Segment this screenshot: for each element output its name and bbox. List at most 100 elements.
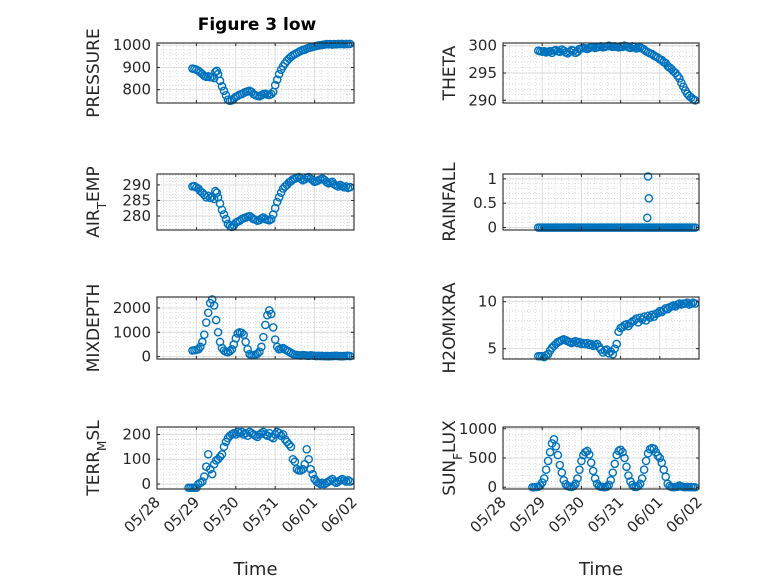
x-tick-label: 05/30 [545,493,588,536]
y-axis-label: H2OMIXRA [440,282,460,373]
data-point [217,449,227,459]
x-tick-label: 06/02 [663,493,706,536]
x-tick-label: 05/28 [121,493,164,536]
data-point [590,474,600,483]
y-tick-label: 290 [468,91,497,109]
data-point [266,89,276,99]
data-point [196,342,205,352]
x-tick-label: 05/31 [239,493,282,536]
axes-frame [156,296,355,360]
data-point [643,172,653,181]
y-tick-label: 0 [487,219,497,237]
y-tick-label: 200 [122,425,151,443]
data-point [306,464,315,474]
data-point [586,339,596,349]
axes-frame [156,173,355,231]
data-point [243,344,252,354]
data-point [641,456,651,466]
y-axis-label: THETA [440,45,460,101]
data-point [675,74,684,83]
data-point [635,479,645,489]
data-point [616,445,625,455]
y-tick-label: 290 [122,176,151,194]
data-point [610,459,620,469]
data-point [255,347,264,357]
panel-theta: 290 295 300 THETA [440,37,700,109]
axes-frame [502,173,700,231]
data-point [227,344,237,354]
data-point [225,346,235,356]
data-point [569,481,578,491]
data-point [219,442,229,452]
y-tick-label: 1 [487,170,497,188]
data-point [545,447,555,457]
axes-frame [502,296,700,360]
data-point [209,301,219,310]
x-tick-label: 05/29 [160,493,203,536]
data-point [642,213,652,223]
y-tick-label: 0.5 [473,194,497,212]
data-point [653,451,663,460]
data-point [199,472,209,481]
x-tick-label: 05/31 [584,493,627,536]
y-tick-label: 0 [141,475,151,493]
data-point [213,327,223,337]
data-point [290,457,300,467]
y-tick-label: 900 [122,58,151,76]
data-point [604,349,614,358]
y-axis-label: RAINFALL [440,162,460,242]
y-axis-label: MIXDEPTH [84,284,104,373]
y-tick-label: 300 [468,37,497,55]
data-point [276,188,286,197]
data-point [221,214,231,224]
data-point [602,482,612,491]
data-point [304,454,313,464]
panel-rainfall: 0 0.5 1 RAINFALL [440,162,700,242]
data-point [586,458,596,467]
x-tick-label: 06/01 [623,493,666,536]
figure-title: Figure 3 low [198,15,317,35]
data-point [559,475,569,485]
data-point [620,453,629,463]
y-tick-label: 0 [141,348,151,366]
y-tick-label: 1000 [113,36,151,54]
data-point [541,465,551,474]
y-tick-label: 1000 [113,323,151,341]
data-point [253,349,262,358]
data-point [241,428,250,438]
data-point [577,456,586,466]
data-point [237,328,247,338]
x-tick-label: 05/28 [467,493,510,536]
data-point [322,177,331,187]
data-point [302,445,312,454]
data-point [212,188,222,197]
data-point [551,442,561,451]
data-point [644,194,654,203]
data-point [296,174,306,183]
data-point [272,75,282,84]
data-point [259,332,268,342]
panel-terr_msl: 0 100 200 TERRMSL 05/2805/2905/3005/3106/010… [84,420,361,580]
data-point [201,193,211,202]
x-axis-label: Time [578,559,623,580]
x-tick-label: 05/30 [199,493,242,536]
data-point [194,344,203,354]
data-point [268,323,278,332]
data-point [207,469,217,479]
data-point [215,452,225,462]
data-point [575,337,584,347]
data-point [203,308,213,318]
data-point [219,86,229,96]
data-point [261,320,270,330]
data-point [575,465,584,474]
data-point [198,477,207,486]
data-point [217,82,227,91]
data-point [555,460,565,470]
panel-h2omixra: 5 10 H2OMIXRA [440,282,700,374]
data-point [655,453,665,463]
data-point [543,456,553,466]
data-point [308,175,317,185]
data-point [341,182,351,191]
y-axis-label: PRESSURE [84,28,104,117]
